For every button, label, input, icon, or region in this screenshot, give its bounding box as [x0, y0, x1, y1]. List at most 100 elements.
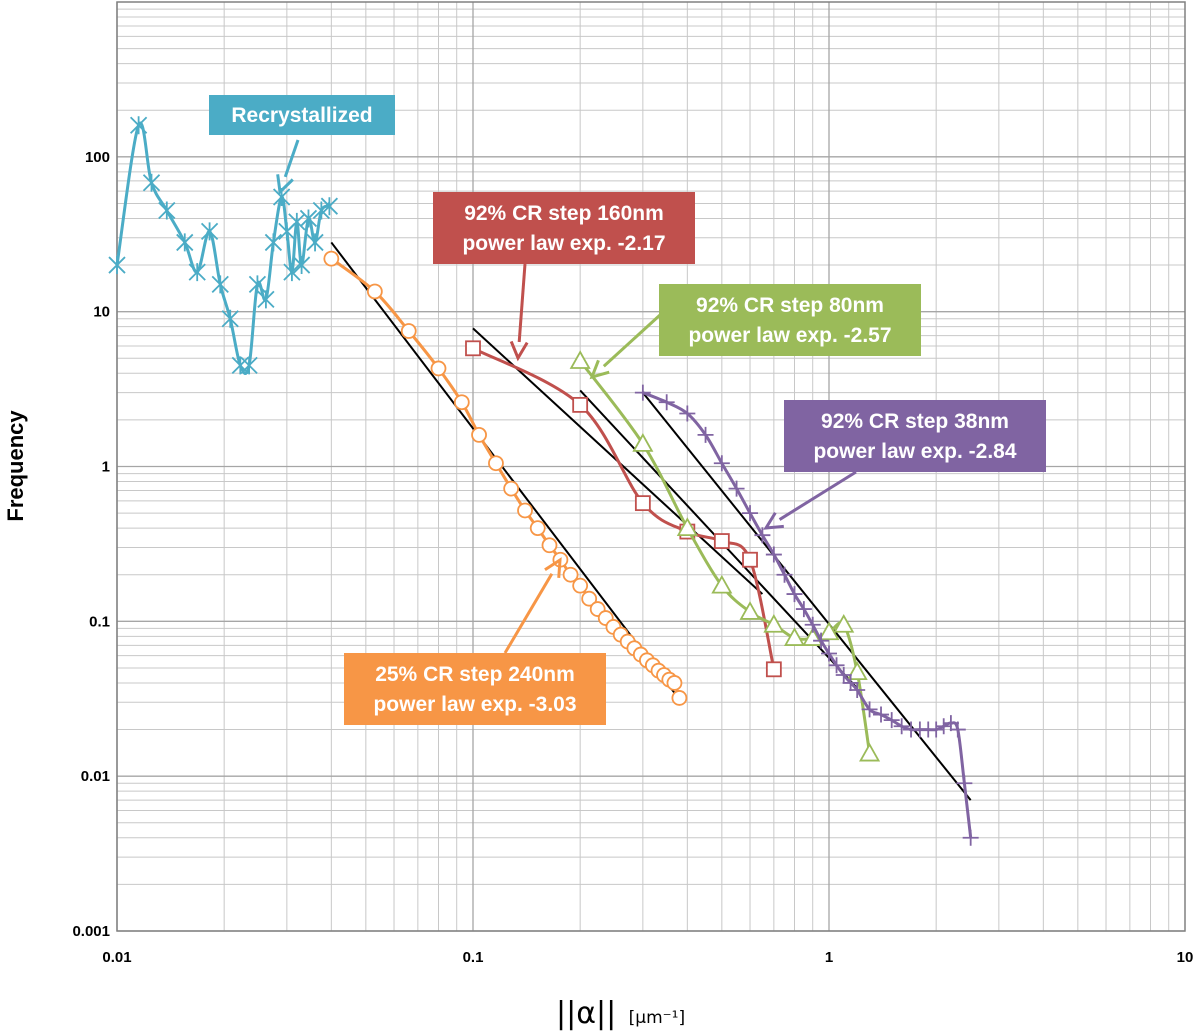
x-tick-label: 0.01: [102, 949, 131, 966]
data-point-circle: [366, 283, 383, 300]
data-point-plus: [893, 718, 910, 735]
annotation-text: 25% CR step 240nm: [375, 663, 575, 686]
data-point-plus: [765, 546, 782, 563]
data-point-circle: [581, 590, 598, 607]
series-group: [634, 384, 979, 846]
annotation-text: 92% CR step 38nm: [821, 410, 1009, 433]
data-point-plus: [804, 616, 821, 633]
data-point-triangle: [632, 433, 654, 452]
data-point-plus: [742, 505, 759, 522]
annotation-arrowhead: [589, 359, 610, 380]
data-series: [108, 116, 979, 846]
annotations: Recrystallized 92% CR step 160nm power law…: [209, 95, 1046, 725]
data-point-asterisk: [299, 209, 318, 228]
data-point-plus: [828, 657, 845, 674]
data-point-asterisk: [129, 116, 148, 135]
data-point-triangle: [783, 627, 806, 646]
annotation-text: power law exp. -2.17: [462, 232, 665, 255]
data-point-plus: [634, 384, 651, 401]
data-point-asterisk: [264, 233, 283, 252]
data-point-asterisk: [231, 356, 249, 375]
data-point-triangle: [846, 661, 868, 681]
data-point-square: [572, 396, 589, 413]
data-point-asterisk: [312, 201, 330, 220]
data-point-asterisk: [306, 233, 324, 252]
data-point-asterisk: [211, 275, 229, 294]
data-point-asterisk: [158, 201, 176, 220]
data-point-plus: [658, 394, 675, 411]
data-point-plus: [728, 480, 745, 497]
annotation-arrow: [602, 313, 662, 368]
annotation-box: [659, 284, 921, 356]
plot-frame: [116, 1, 1186, 932]
data-point-asterisk: [320, 197, 339, 216]
annotation-arrowhead: [509, 340, 529, 362]
annotation-arrowhead: [544, 557, 562, 578]
data-point-circle: [488, 455, 504, 472]
data-point-triangle: [763, 613, 785, 633]
y-tick-label: 100: [85, 149, 110, 166]
annotation-box: [209, 95, 395, 135]
data-point-triangle: [569, 350, 591, 369]
data-point-square: [713, 533, 730, 549]
data-point-plus: [842, 674, 859, 691]
data-point-plus: [697, 426, 714, 443]
data-point-circle: [503, 480, 520, 497]
data-point-circle: [517, 502, 533, 519]
data-point-plus: [795, 601, 812, 618]
series-group: [323, 250, 688, 706]
x-axis-label-main: ||α||: [556, 996, 616, 1031]
x-axis-label-unit: [µm⁻¹]: [629, 1008, 685, 1028]
power-law-fit-line: [330, 241, 677, 695]
x-tick-label: 0.1: [463, 949, 484, 966]
data-point-plus: [786, 586, 803, 603]
data-point-plus: [949, 721, 966, 738]
data-point-plus: [679, 405, 696, 422]
annotation-text: 92% CR step 80nm: [696, 294, 884, 317]
data-point-triangle: [739, 601, 761, 620]
annotation-arrowhead: [763, 511, 784, 530]
data-point-plus: [861, 701, 878, 718]
data-point-plus: [813, 632, 830, 649]
annotation-text: 92% CR step 160nm: [464, 202, 664, 225]
annotation: 92% CR step 80nm power law exp. -2.57: [589, 284, 921, 380]
y-tick-label: 0.1: [89, 613, 110, 630]
annotation-box: [433, 192, 695, 264]
data-point-plus: [713, 455, 730, 472]
y-tick-label: 10: [93, 304, 110, 321]
data-point-asterisk: [176, 233, 194, 252]
annotation-text: power law exp. -2.84: [813, 440, 1016, 463]
x-axis-label: ||α|| [µm⁻¹]: [556, 996, 685, 1031]
annotation-text: power law exp. -2.57: [688, 324, 891, 347]
data-point-circle: [453, 394, 470, 411]
data-point-plus: [821, 645, 837, 662]
data-point-triangle: [818, 621, 840, 641]
data-point-circle: [529, 520, 546, 537]
y-tick-label: 0.01: [81, 768, 110, 785]
data-point-asterisk: [248, 275, 267, 294]
data-point-circle: [541, 537, 558, 554]
data-point-circle: [323, 250, 340, 267]
x-tick-labels: 0.01 0.1 1 10: [102, 949, 1193, 966]
annotation-text: Recrystallized: [231, 104, 372, 127]
data-point-plus: [754, 527, 771, 544]
data-point-asterisk: [200, 222, 219, 241]
data-point-circle: [666, 675, 683, 691]
data-point-asterisk: [283, 263, 301, 282]
annotation-arrow: [503, 573, 554, 654]
annotation-arrowhead: [276, 174, 294, 196]
data-point-square: [634, 495, 651, 512]
series-group: [569, 350, 881, 762]
data-point-plus: [942, 715, 959, 732]
data-point-triangle: [676, 517, 698, 537]
data-point-triangle: [711, 574, 733, 594]
annotation-arrow: [283, 139, 300, 178]
data-point-triangle: [833, 613, 855, 633]
annotation: Recrystallized: [209, 95, 395, 196]
data-point-asterisk: [108, 256, 126, 275]
data-point-asterisk: [142, 173, 161, 192]
annotation: 25% CR step 240nm power law exp. -3.03: [344, 557, 606, 725]
data-point-circle: [430, 360, 447, 377]
annotation: 92% CR step 38nm power law exp. -2.84: [763, 400, 1046, 530]
